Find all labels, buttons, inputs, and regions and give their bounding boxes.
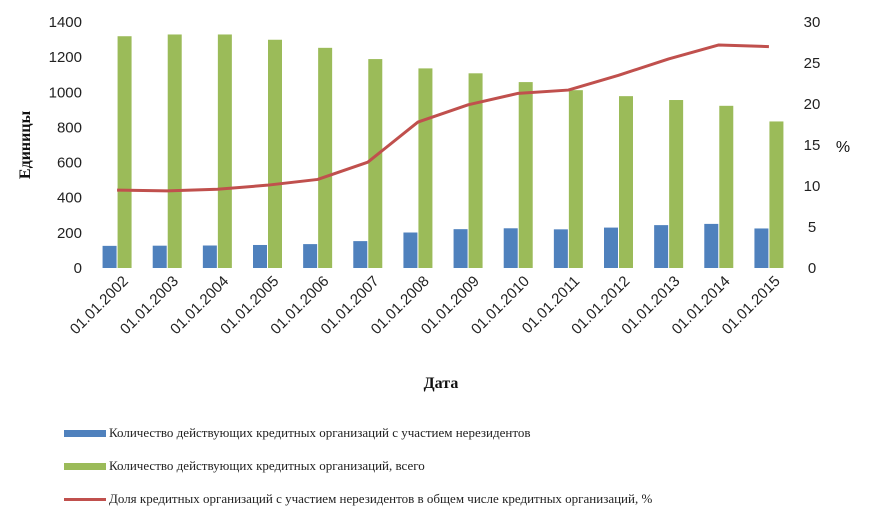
x-axis: 01.01.200201.01.200301.01.200401.01.2005… [67, 273, 784, 338]
y2-axis-title: % [836, 139, 850, 156]
bar-total [719, 105, 734, 269]
y2-tick-label: 20 [804, 96, 821, 113]
bar-total [619, 96, 633, 268]
bar-non-resident [353, 241, 368, 268]
legend-item-non-resident: Количество действующих кредитных организ… [64, 423, 530, 443]
bar-total [268, 39, 282, 268]
legend-label: Доля кредитных организаций с участием не… [109, 491, 653, 506]
line-share [117, 43, 769, 193]
legend-swatch-blue [64, 429, 106, 437]
bar-total [669, 100, 684, 268]
bar-non-resident [704, 223, 719, 268]
bar-non-resident [654, 225, 669, 268]
y-axis-left: 0 200 400 600 800 1000 1200 1400 [49, 14, 82, 277]
bar-non-resident [303, 244, 318, 268]
legend-item-share: Доля кредитных организаций с участием не… [64, 489, 652, 509]
y-tick-label: 0 [74, 260, 82, 277]
bar-total [518, 82, 533, 268]
x-axis-title: Дата [424, 375, 459, 392]
y2-tick-label: 25 [804, 55, 821, 72]
y-tick-label: 1400 [49, 14, 82, 31]
bar-non-resident [102, 245, 117, 268]
y2-tick-label: 10 [804, 178, 821, 195]
bars-total [117, 34, 784, 269]
y-axis-right: 0 5 10 15 20 25 30 [804, 14, 821, 277]
y-axis-title: Единицы [17, 110, 34, 179]
legend-swatch-green [64, 462, 106, 470]
bar-non-resident [553, 229, 568, 268]
bar-total [568, 90, 583, 268]
legend-label: Количество действующих кредитных организ… [109, 458, 425, 473]
bar-non-resident [604, 227, 618, 268]
legend-swatch-red-line [64, 497, 106, 501]
bar-total [117, 36, 132, 269]
y-tick-label: 1200 [49, 49, 82, 66]
y2-tick-label: 15 [804, 137, 821, 154]
legend-label: Количество действующих кредитных организ… [109, 425, 531, 440]
legend-item-total: Количество действующих кредитных организ… [64, 456, 425, 476]
bar-total [368, 59, 383, 268]
y-tick-label: 1000 [49, 84, 82, 101]
bars-non-resident [102, 223, 769, 268]
bar-non-resident [202, 245, 217, 268]
bar-non-resident [152, 245, 167, 268]
bar-non-resident [453, 229, 468, 268]
y-tick-label: 400 [57, 190, 82, 207]
bar-total [468, 73, 483, 269]
bar-non-resident [503, 228, 518, 268]
y-tick-label: 600 [57, 155, 82, 172]
share-line [117, 43, 769, 193]
bar-total [769, 121, 784, 268]
y2-tick-label: 0 [808, 260, 816, 277]
bar-non-resident [253, 244, 267, 268]
y2-tick-label: 5 [808, 219, 816, 236]
y-tick-label: 200 [57, 225, 82, 242]
y-tick-label: 800 [57, 119, 82, 136]
bar-total [167, 34, 182, 269]
y2-tick-label: 30 [804, 14, 821, 31]
bar-non-resident [754, 228, 769, 268]
bar-total [217, 34, 232, 269]
bar-total [418, 68, 433, 268]
bar-non-resident [403, 232, 418, 268]
bar-total [318, 47, 333, 268]
chart: 0 200 400 600 800 1000 1200 1400 0 5 10 15 20 25 30 0… [17, 14, 850, 392]
